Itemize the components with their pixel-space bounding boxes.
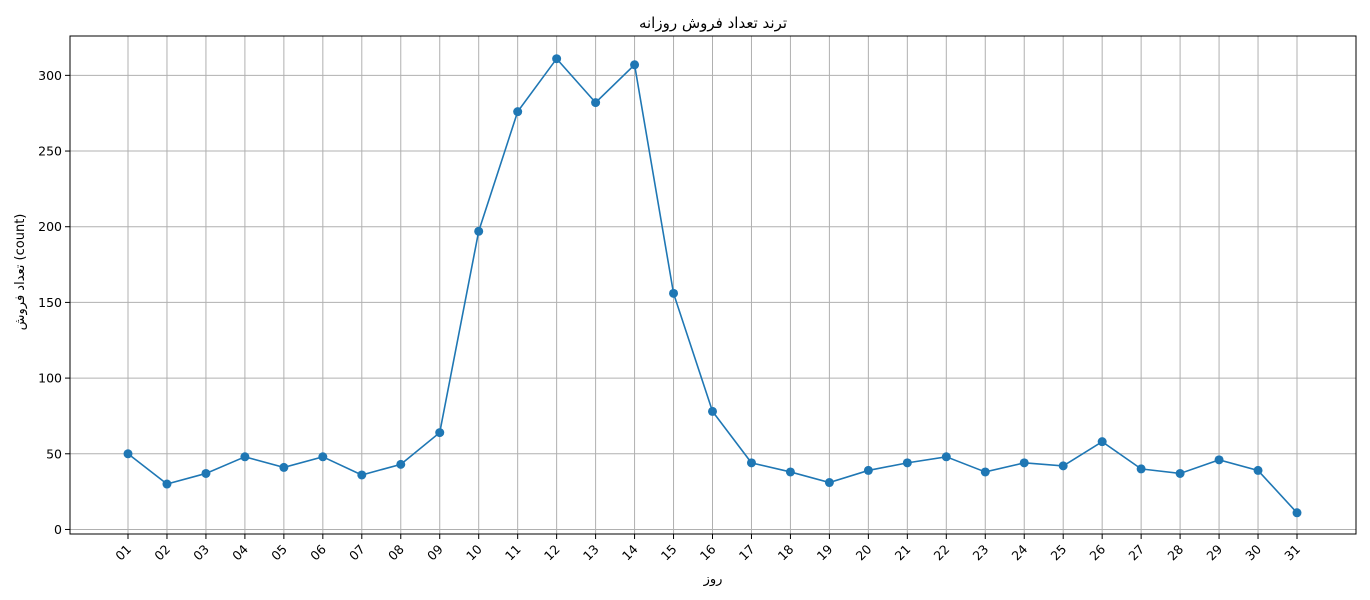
data-point <box>240 452 250 462</box>
data-point <box>824 478 834 488</box>
chart-title: ترند تعداد فروش روزانه <box>639 14 787 32</box>
data-point <box>123 449 133 459</box>
data-point <box>630 60 640 70</box>
data-point <box>1058 461 1068 471</box>
data-point <box>746 458 756 468</box>
data-point <box>201 468 211 478</box>
y-tick-label: 0 <box>54 522 62 537</box>
data-point <box>980 467 990 477</box>
series-layer <box>123 54 1302 518</box>
data-point <box>474 226 484 236</box>
x-grid <box>127 36 1298 534</box>
y-tick-label: 250 <box>38 144 62 159</box>
y-tick-label: 150 <box>38 295 62 310</box>
data-point <box>357 470 367 480</box>
y-grid <box>70 74 1356 530</box>
data-point <box>396 459 406 469</box>
y-axis-label: تعداد فروش (count) <box>13 214 28 331</box>
y-axis: 0 50 100 150 200 250 300 <box>38 68 70 537</box>
y-tick-label: 200 <box>38 219 62 234</box>
y-tick-label: 100 <box>38 371 62 386</box>
data-point <box>279 462 289 472</box>
data-point <box>1175 468 1185 478</box>
data-point <box>513 107 523 117</box>
data-point <box>863 465 873 475</box>
data-point <box>1214 455 1224 465</box>
y-tick-label: 50 <box>46 446 62 461</box>
y-tick-label: 300 <box>38 68 62 83</box>
data-point <box>318 452 328 462</box>
data-point <box>785 467 795 477</box>
data-point <box>669 288 679 298</box>
data-point <box>552 54 562 64</box>
data-point <box>1097 437 1107 447</box>
data-point <box>435 428 445 438</box>
data-point <box>708 406 717 416</box>
data-point <box>1253 465 1263 475</box>
data-point <box>1292 508 1302 518</box>
data-point <box>1136 464 1146 474</box>
data-point <box>941 452 951 462</box>
x-axis-label: روز <box>703 572 723 587</box>
data-point <box>902 458 912 468</box>
data-point <box>162 479 172 489</box>
data-point <box>591 98 601 108</box>
data-point <box>1019 458 1029 468</box>
